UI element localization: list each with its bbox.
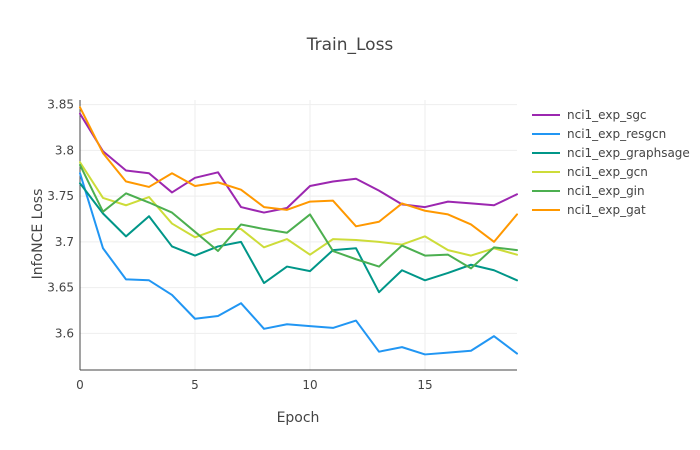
legend-item[interactable]: nci1_exp_gcn: [532, 165, 648, 179]
legend-item[interactable]: nci1_exp_resgcn: [532, 127, 666, 141]
y-tick-label: 3.7: [55, 235, 74, 249]
x-axis-title: Epoch: [277, 410, 320, 426]
y-axis-title: InfoNCE Loss: [30, 189, 46, 280]
y-tick-label: 3.65: [47, 281, 74, 295]
x-tick-label: 15: [417, 378, 432, 392]
axes: 3.6 3.65 3.7 3.75 3.8 3.85 0 5 10 15: [47, 98, 517, 392]
legend-label: nci1_exp_resgcn: [567, 127, 666, 141]
y-tick-label: 3.85: [47, 98, 74, 112]
y-tick-label: 3.75: [47, 189, 74, 203]
series-line-nci1_exp_resgcn: [79, 172, 518, 356]
series-line-nci1_exp_gcn: [79, 161, 518, 257]
legend-label: nci1_exp_gat: [567, 203, 646, 217]
legend-item[interactable]: nci1_exp_gat: [532, 203, 646, 217]
series-line-nci1_exp_graphsage: [79, 182, 518, 294]
legend-label: nci1_exp_sgc: [567, 108, 647, 122]
x-tick-label: 5: [191, 378, 199, 392]
series-line-nci1_exp_sgc: [79, 112, 518, 214]
legend-item[interactable]: nci1_exp_sgc: [532, 108, 647, 122]
chart-title: Train_Loss: [306, 35, 394, 55]
x-tick-label: 10: [302, 378, 317, 392]
grid: [79, 100, 517, 370]
series-line-nci1_exp_gin: [79, 163, 518, 270]
legend-label: nci1_exp_gin: [567, 184, 645, 198]
legend-item[interactable]: nci1_exp_gin: [532, 184, 645, 198]
series-lines: [79, 106, 518, 356]
x-tick-label: 0: [76, 378, 84, 392]
y-tick-label: 3.8: [55, 143, 74, 157]
series-line-nci1_exp_gat: [79, 106, 518, 243]
legend-item[interactable]: nci1_exp_graphsage: [532, 146, 690, 160]
legend-label: nci1_exp_gcn: [567, 165, 648, 179]
y-tick-label: 3.6: [55, 326, 74, 340]
legend-label: nci1_exp_graphsage: [567, 146, 690, 160]
legend: nci1_exp_sgc nci1_exp_resgcn nci1_exp_grap…: [532, 108, 690, 217]
